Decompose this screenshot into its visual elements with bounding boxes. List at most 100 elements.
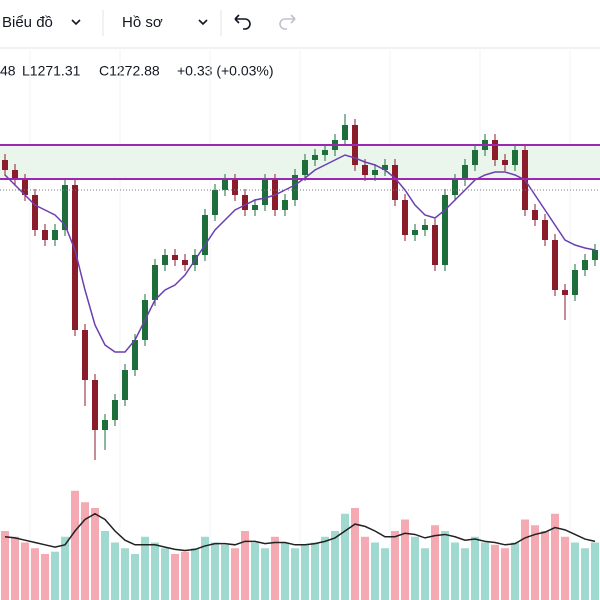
candle-body: [542, 220, 548, 240]
candle-body: [462, 165, 468, 180]
candle-body: [422, 225, 428, 230]
candle-body: [122, 370, 128, 400]
candle-body: [12, 170, 18, 180]
candle-body: [432, 225, 438, 265]
volume-bar: [521, 519, 529, 600]
volume-bar: [41, 554, 49, 600]
candle-body: [492, 140, 498, 160]
ohlc-legend: 48 L1271.31 C1272.88 +0.33 (+0.03%): [0, 63, 274, 79]
volume-bar: [431, 525, 439, 600]
candle-body: [302, 160, 308, 175]
volume-bar: [531, 525, 539, 600]
candle-body: [572, 270, 578, 295]
candle-body: [532, 210, 538, 220]
ma-line: [4, 154, 596, 353]
candle-body: [392, 165, 398, 200]
volume-bar: [381, 548, 389, 600]
volume-bar: [191, 548, 199, 600]
candle-body: [172, 255, 178, 260]
candle-body: [22, 180, 28, 195]
candle-body: [32, 195, 38, 230]
candle-body: [242, 195, 248, 210]
candle-body: [82, 330, 88, 380]
chevron[interactable]: [71, 19, 81, 26]
volume-bar: [581, 548, 589, 600]
redo-button[interactable]: [279, 14, 296, 30]
candle-body: [472, 150, 478, 165]
candle-body: [152, 265, 158, 300]
profile-menu[interactable]: Hồ sơ: [122, 14, 208, 31]
candle-body: [132, 340, 138, 370]
volume-bar: [451, 542, 459, 600]
volume-bar: [311, 542, 319, 600]
volume-bar: [171, 554, 179, 600]
candle-body: [222, 180, 228, 190]
volume-bar: [301, 544, 309, 600]
candle-body: [402, 200, 408, 235]
candle-body: [512, 150, 518, 165]
candle-body: [72, 185, 78, 330]
candle-body: [42, 230, 48, 240]
volume-bar: [541, 531, 549, 600]
chart-menu-label[interactable]: Biểu đồ: [2, 14, 53, 31]
candle-body: [212, 190, 218, 215]
candle-body: [62, 185, 68, 230]
candle-body: [582, 260, 588, 270]
volume-bar: [471, 536, 479, 600]
candle-body: [502, 160, 508, 165]
candle-body: [412, 230, 418, 235]
volume-bar: [251, 542, 259, 600]
candle-body: [442, 195, 448, 265]
volume-bar: [461, 548, 469, 600]
undo-button[interactable]: [234, 14, 251, 30]
candle-body: [342, 125, 348, 140]
volume-bar: [151, 542, 159, 600]
volume-bar: [11, 536, 19, 600]
volume-bar: [501, 548, 509, 600]
candle-body: [52, 230, 58, 240]
volume-bar: [281, 542, 289, 600]
volume-bar: [101, 531, 109, 600]
volume-bar: [591, 542, 599, 600]
chart-menu[interactable]: Biểu đồ: [2, 14, 81, 31]
volume-bar: [61, 536, 69, 600]
candle-body: [202, 215, 208, 255]
volume-bar: [91, 508, 99, 600]
candle-body: [2, 160, 8, 170]
volume-bar: [21, 542, 29, 600]
volume-bar: [131, 554, 139, 600]
chevron[interactable]: [198, 19, 208, 26]
volume-bar: [271, 536, 279, 600]
candle-body: [182, 260, 188, 265]
volume-bar: [551, 513, 559, 600]
candle-body: [252, 205, 258, 210]
volume-bar: [181, 551, 189, 600]
level-zone: [0, 145, 600, 179]
candle-body: [452, 180, 458, 195]
volume-bar: [481, 542, 489, 600]
volume-bar: [261, 548, 269, 600]
volume-bar: [441, 531, 449, 600]
volume-bar: [291, 548, 299, 600]
volume-bar: [321, 536, 329, 600]
candle-body: [92, 380, 98, 430]
volume-bar: [161, 548, 169, 600]
candle-body: [102, 420, 108, 430]
volume-bar: [1, 531, 9, 600]
volume-bar: [491, 544, 499, 600]
volume-bar: [341, 513, 349, 600]
candle-body: [262, 180, 268, 205]
candle-body: [312, 155, 318, 160]
volume-bar: [81, 502, 89, 600]
profile-menu-label[interactable]: Hồ sơ: [122, 14, 163, 31]
candle-body: [282, 200, 288, 210]
legend-close: C1272.88: [99, 63, 160, 79]
volume-bar: [231, 548, 239, 600]
legend-low: L1271.31: [22, 63, 81, 79]
volume-bar: [401, 519, 409, 600]
volume-ma-line: [4, 512, 596, 552]
volume-bar: [51, 551, 59, 600]
volume-bar: [221, 544, 229, 600]
volume-bar: [371, 542, 379, 600]
